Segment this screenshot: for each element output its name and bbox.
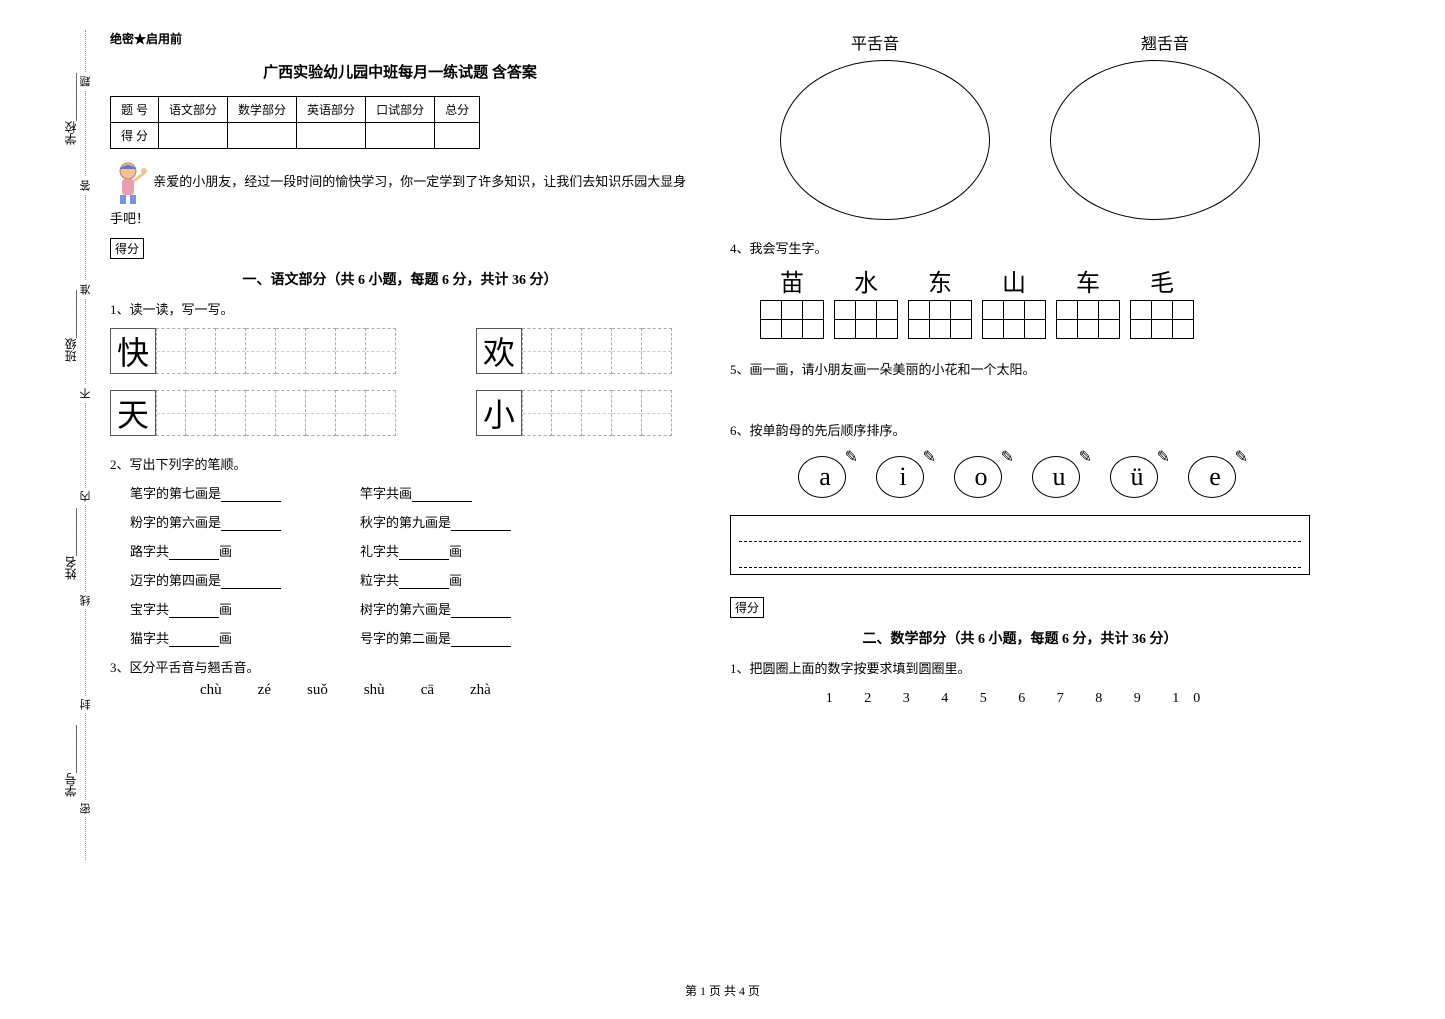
section-score-box: 得分 [110, 238, 144, 259]
gen-char: 东 [928, 263, 952, 298]
char-xiao: 小 [476, 390, 522, 436]
stroke-list: 笔字的第七画是竿字共画 粉字的第六画是秋字的第九画是 路字共画礼字共画 迈字的第… [130, 483, 690, 647]
char-practice-row: 快 [110, 328, 396, 374]
qiaoshe-title: 翘舌音 [1141, 30, 1189, 54]
gen-char: 车 [1076, 263, 1100, 298]
binding-field-class: 班级________ [62, 290, 79, 362]
pinyin: zé [258, 682, 271, 699]
oval-qiaoshe[interactable] [1050, 60, 1260, 220]
char-tian: 天 [110, 390, 156, 436]
char-practice-row: 欢 [476, 328, 672, 374]
q2-label: 2、写出下列字的笔顺。 [110, 454, 690, 473]
gen-grid[interactable] [982, 300, 1046, 339]
pinyin: zhà [470, 682, 491, 699]
seal-char: 线 [78, 592, 94, 609]
score-td[interactable] [297, 123, 366, 149]
intro-body: 亲爱的小朋友，经过一段时间的愉快学习，你一定学到了许多知识，让我们去知识乐园大显… [110, 174, 686, 226]
binding-field-id: 学号________ [62, 725, 79, 797]
seal-char: 内 [78, 488, 94, 505]
pinyin: suǒ [307, 682, 328, 699]
intro-text: 亲爱的小朋友，经过一段时间的愉快学习，你一定学到了许多知识，让我们去知识乐园大显… [110, 159, 690, 230]
q1-label: 1、读一读，写一写。 [110, 299, 690, 318]
gen-char: 山 [1002, 263, 1026, 298]
vowel-item[interactable]: a✎ [796, 453, 854, 501]
classification-header: 绝密★启用前 [110, 30, 690, 47]
score-td[interactable] [228, 123, 297, 149]
vowel-item[interactable]: ü✎ [1108, 453, 1166, 501]
section-score-box: 得分 [730, 597, 764, 618]
seal-char: 答 [78, 177, 94, 194]
vowel-item[interactable]: i✎ [874, 453, 932, 501]
char-practice-row: 小 [476, 390, 672, 436]
gen-grid[interactable] [834, 300, 898, 339]
score-table: 题 号 语文部分 数学部分 英语部分 口试部分 总分 得 分 [110, 96, 480, 149]
char-huan: 欢 [476, 328, 522, 374]
score-td[interactable] [435, 123, 480, 149]
seal-char: 准 [78, 281, 94, 298]
left-column: 绝密★启用前 广西实验幼儿园中班每月一练试题 含答案 题 号 语文部分 数学部分… [110, 30, 690, 707]
char-kuai: 快 [110, 328, 156, 374]
math-q1-label: 1、把圆圈上面的数字按要求填到圆圈里。 [730, 658, 1310, 677]
q6-label: 6、按单韵母的先后顺序排序。 [730, 420, 1310, 439]
score-td[interactable] [366, 123, 435, 149]
oval-titles: 平舌音 翘舌音 [730, 30, 1310, 54]
pinyin: shù [364, 682, 385, 699]
vowel-item[interactable]: e✎ [1186, 453, 1244, 501]
seal-char: 不 [78, 385, 94, 402]
score-th: 英语部分 [297, 97, 366, 123]
gen-char: 水 [854, 263, 878, 298]
vowel-item[interactable]: o✎ [952, 453, 1010, 501]
oval-pingshe[interactable] [780, 60, 990, 220]
pingshe-title: 平舌音 [851, 30, 899, 54]
q5-label: 5、画一画，请小朋友画一朵美丽的小花和一个太阳。 [730, 359, 1310, 378]
ovals [730, 60, 1310, 220]
answer-lines[interactable] [730, 515, 1310, 575]
vowel-item[interactable]: u✎ [1030, 453, 1088, 501]
seal-char: 题 [78, 73, 94, 90]
section2-title: 二、数学部分（共 6 小题，每题 6 分，共计 36 分） [730, 628, 1310, 648]
q4-label: 4、我会写生字。 [730, 238, 1310, 257]
score-th: 数学部分 [228, 97, 297, 123]
seal-char: 密 [78, 800, 94, 817]
gen-grid[interactable] [760, 300, 824, 339]
gen-grid[interactable] [908, 300, 972, 339]
score-th: 题 号 [111, 97, 159, 123]
score-td[interactable] [159, 123, 228, 149]
score-th: 语文部分 [159, 97, 228, 123]
char-practice-row: 天 [110, 390, 396, 436]
exam-title: 广西实验幼儿园中班每月一练试题 含答案 [110, 61, 690, 82]
section1-title: 一、语文部分（共 6 小题，每题 6 分，共计 36 分） [110, 269, 690, 289]
gen-chars: 苗 水 东 山 车 毛 [760, 263, 1310, 339]
score-td-label: 得 分 [111, 123, 159, 149]
pinyin-row: chù zé suǒ shù cā zhà [200, 682, 690, 699]
gen-char: 苗 [780, 263, 804, 298]
vowel-row: a✎ i✎ o✎ u✎ ü✎ e✎ [730, 453, 1310, 501]
score-th: 总分 [435, 97, 480, 123]
gen-char: 毛 [1150, 263, 1174, 298]
binding-strip: 学校________ 班级________ 姓名________ 学号_____… [50, 0, 90, 870]
score-th: 口试部分 [366, 97, 435, 123]
right-column: 平舌音 翘舌音 4、我会写生字。 苗 水 东 山 车 毛 5、画一画，请小朋友画… [730, 30, 1310, 707]
seal-char: 封 [78, 696, 94, 713]
number-row: 1 2 3 4 5 6 7 8 9 10 [730, 691, 1310, 707]
cartoon-icon [110, 159, 150, 207]
sealed-line: 题 答 准 不 内 线 封 密 [85, 30, 86, 860]
pinyin: chù [200, 682, 222, 699]
pinyin: cā [421, 682, 434, 699]
gen-grid[interactable] [1056, 300, 1120, 339]
q3-label: 3、区分平舌音与翘舌音。 [110, 657, 690, 676]
page-number: 第 1 页 共 4 页 [0, 982, 1445, 999]
gen-grid[interactable] [1130, 300, 1194, 339]
binding-field-name: 姓名________ [62, 508, 79, 580]
binding-field-school: 学校________ [62, 73, 79, 145]
